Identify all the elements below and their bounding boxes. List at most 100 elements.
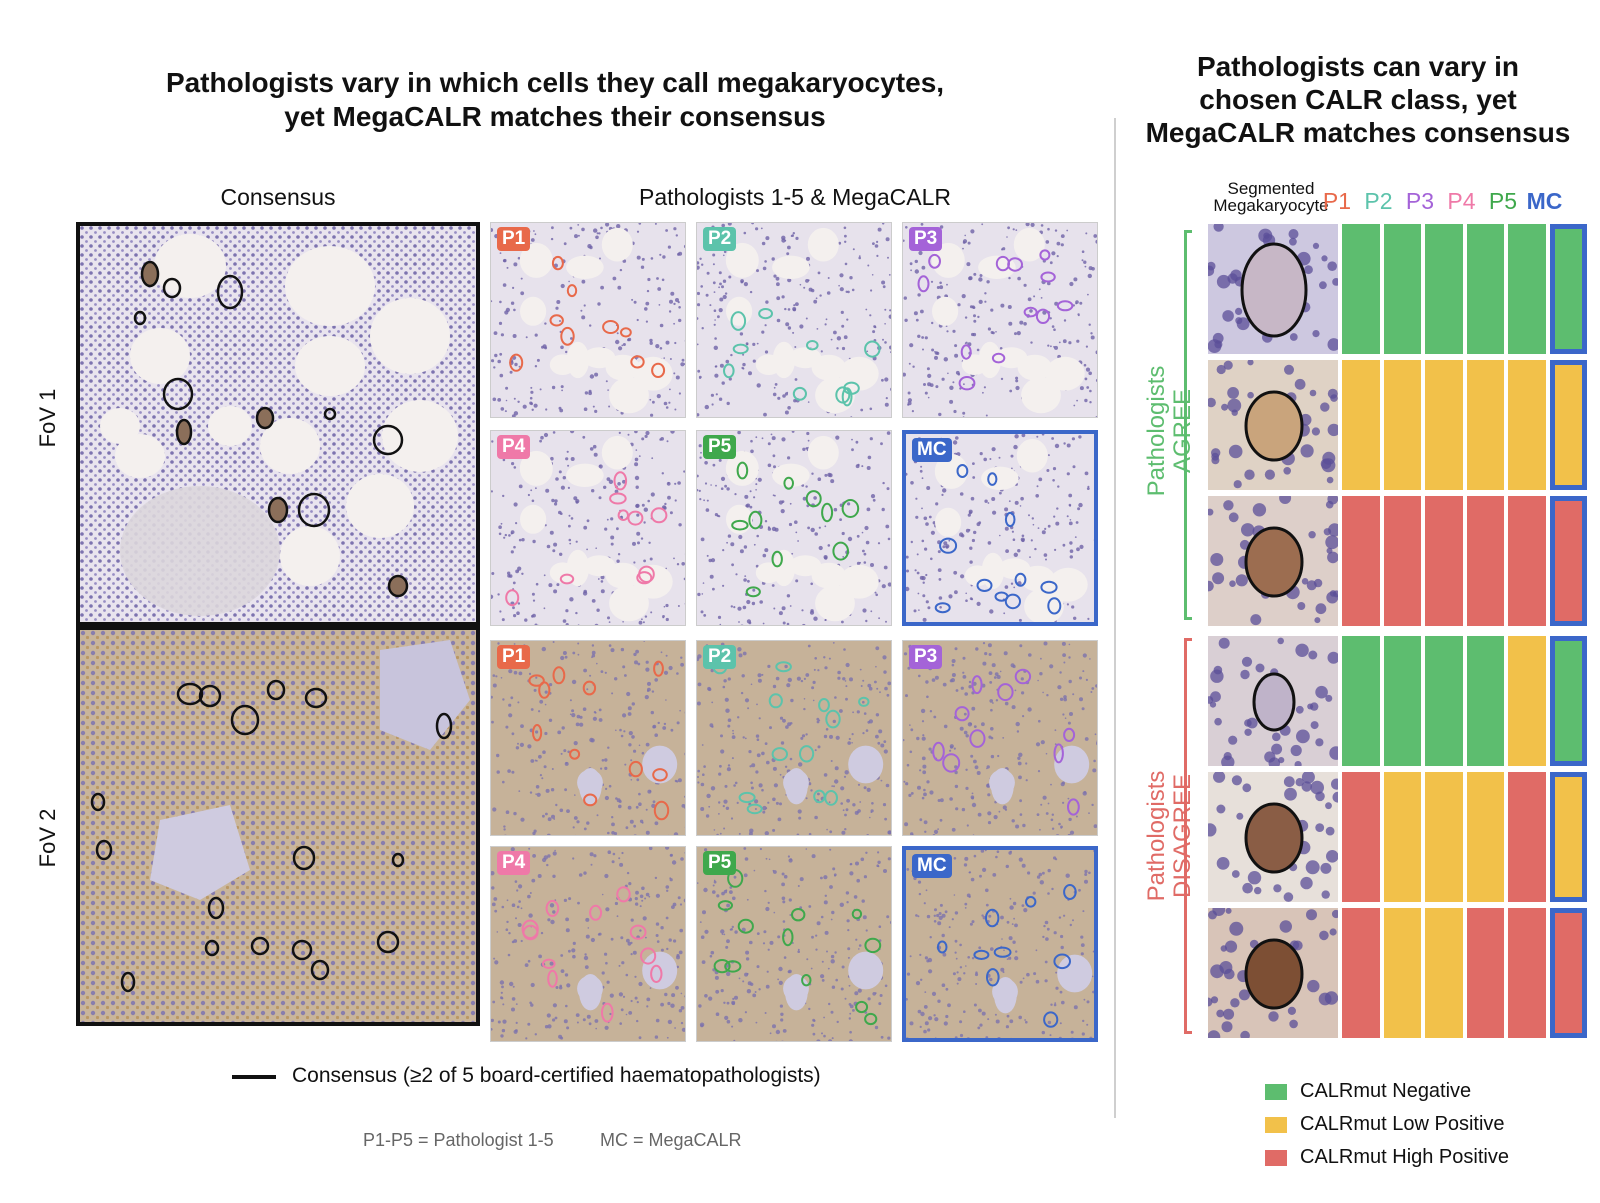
class-cell-p2-neg (1383, 224, 1421, 354)
class-cell-p5-neg (1508, 224, 1546, 354)
section-divider (1114, 118, 1116, 1118)
panel-tag: MC (912, 854, 952, 878)
agree-label-line-1: Pathologists (1143, 365, 1170, 497)
grid-header-p4: P4 (1447, 188, 1476, 214)
megakaryocyte-image (1208, 637, 1338, 766)
megakaryocyte-thumbnail (1208, 360, 1338, 490)
megakaryocyte-image (1208, 772, 1338, 902)
class-cell-p3-neg (1425, 224, 1463, 354)
class-cell-p4-low (1466, 360, 1504, 490)
seg-header-line-2: Megakaryocyte (1213, 196, 1329, 215)
class-cell-mc-high (1549, 496, 1587, 626)
panel-fov1-p3: P3 (902, 222, 1098, 418)
megakaryocyte-thumbnail (1208, 636, 1338, 766)
class-cell-p4-high (1466, 496, 1504, 626)
class-cell-p5-low (1508, 636, 1546, 766)
grid-header-p3: P3 (1405, 188, 1435, 214)
consensus-header: Consensus (220, 184, 336, 210)
class-cell-p1-high (1342, 908, 1380, 1038)
class-cell-p1-high (1342, 772, 1380, 902)
class-cell-p2-low (1383, 908, 1421, 1038)
agree-bracket (1184, 230, 1192, 620)
legend-label: CALRmut Negative (1300, 1080, 1472, 1102)
class-cell-p3-high (1425, 496, 1463, 626)
panel-fov1-p4: P4 (490, 430, 686, 626)
class-cell-p2-low (1383, 772, 1421, 902)
legend-swatch (1265, 1150, 1287, 1166)
class-cell-p2-high (1383, 496, 1421, 626)
agree-label: Pathologists AGREE (1143, 331, 1196, 531)
consensus-tissue-fov1 (80, 226, 476, 622)
panel-fov1-p5: P5 (696, 430, 892, 626)
class-cell-p1-neg (1342, 636, 1380, 766)
row-label-fov1: FoV 1 (35, 388, 60, 448)
legend-swatch (1265, 1117, 1287, 1133)
right-title-line-3: MegaCALR matches consensus (1145, 117, 1571, 148)
segmented-megakaryocyte-header: Segmented Megakaryocyte (1196, 180, 1346, 214)
footnote-pathologists: P1-P5 = Pathologist 1-5 (363, 1130, 554, 1150)
panel-fov2-p5: P5 (696, 846, 892, 1042)
megakaryocyte-image (1208, 496, 1338, 626)
class-cell-p5-high (1508, 772, 1546, 902)
class-cell-p5-high (1508, 496, 1546, 626)
panel-fov1-p1: P1 (490, 222, 686, 418)
consensus-panel-fov2 (76, 626, 480, 1026)
megakaryocyte-image (1208, 224, 1338, 353)
panel-fov2-p4: P4 (490, 846, 686, 1042)
tissue-image (906, 850, 1094, 1038)
class-cell-p3-neg (1425, 636, 1463, 766)
grid-header-mc: MC (1526, 188, 1563, 214)
panel-tag: MC (912, 438, 952, 462)
grid-header-p2: P2 (1364, 188, 1393, 214)
tissue-image (903, 641, 1097, 835)
class-cell-p4-neg (1466, 636, 1504, 766)
left-title: Pathologists vary in which cells they ca… (110, 66, 1000, 134)
right-title-line-1: Pathologists can vary in (1196, 51, 1520, 82)
right-title: Pathologists can vary in chosen CALR cla… (1118, 50, 1598, 149)
panel-tag: P4 (497, 435, 531, 459)
row-label-fov2: FoV 2 (35, 808, 60, 868)
tissue-image (697, 223, 891, 417)
class-cell-p1-high (1342, 496, 1380, 626)
class-cell-p3-low (1425, 908, 1463, 1038)
disagree-label-line-1: Pathologists (1143, 770, 1170, 902)
tissue-image (491, 641, 685, 835)
tissue-image (491, 223, 685, 417)
panel-tag: P1 (497, 645, 531, 669)
tissue-image (491, 847, 685, 1040)
class-cell-p1-low (1342, 360, 1380, 490)
grid-header-p5: P5 (1488, 188, 1518, 214)
panel-fov1-mc: MC (902, 430, 1098, 626)
left-title-line-1: Pathologists vary in which cells they ca… (165, 67, 945, 98)
tissue-image (697, 847, 891, 1041)
class-cell-p5-high (1508, 908, 1546, 1038)
panel-tag: P3 (909, 227, 943, 251)
tissue-image (906, 434, 1094, 622)
left-title-line-2: yet MegaCALR matches their consensus (284, 101, 826, 132)
class-cell-mc-neg (1549, 224, 1587, 354)
tissue-image (903, 223, 1097, 417)
panel-tag: P3 (909, 645, 943, 669)
class-cell-p2-low (1383, 360, 1421, 490)
megakaryocyte-thumbnail (1208, 496, 1338, 626)
class-cell-p3-low (1425, 360, 1463, 490)
class-cell-mc-low (1549, 360, 1587, 490)
class-cell-p5-low (1508, 360, 1546, 490)
panel-fov2-p1: P1 (490, 640, 686, 836)
agree-label-line-2: AGREE (1169, 388, 1196, 474)
legend-label: CALRmut Low Positive (1300, 1113, 1505, 1135)
consensus-legend-line (232, 1075, 276, 1079)
panel-tag: P2 (703, 227, 737, 251)
panel-fov1-p2: P2 (696, 222, 892, 418)
class-cell-p1-neg (1342, 224, 1380, 354)
pathologists-header: Pathologists 1-5 & MegaCALR (639, 184, 951, 210)
tissue-image (697, 642, 891, 835)
panel-tag: P5 (703, 435, 737, 459)
tissue-image (697, 431, 891, 625)
panel-tag: P2 (703, 645, 737, 669)
tissue-image (491, 431, 685, 625)
class-cell-p2-neg (1383, 636, 1421, 766)
class-cell-p4-neg (1466, 224, 1504, 354)
class-cell-mc-high (1549, 908, 1587, 1038)
panel-tag: P4 (497, 851, 531, 875)
